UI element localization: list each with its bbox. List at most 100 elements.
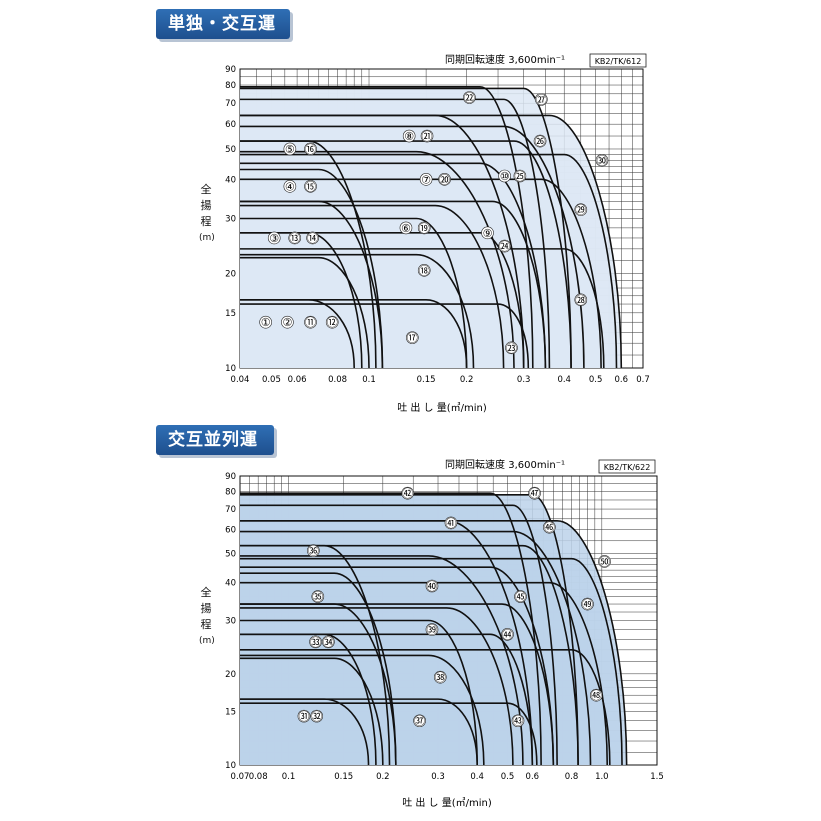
model-marker-label: ㉜ [311,710,322,723]
x-tick-label: 0.06 [288,375,307,385]
model-marker-label: ⑱ [419,264,430,277]
performance-curve [240,153,618,369]
model-marker-label: ⑪ [305,316,316,329]
model-marker-label: ㊿ [599,555,610,568]
performance-curve [240,256,370,369]
y-tick-label: 50 [225,145,236,155]
performance-curve [240,178,602,369]
y-tick-label: 10 [225,364,236,374]
model-marker-label: ㉝ [310,636,321,649]
model-marker-circle [281,315,294,329]
model-marker-circle [513,169,527,183]
model-marker-label: ㊹ [502,628,513,641]
y-tick-label: 30 [225,215,236,225]
model-marker-label: ② [282,316,292,329]
model-marker-circle [481,226,494,240]
model-marker-label: ⑬ [289,232,300,245]
performance-curve [240,654,485,766]
y-tick-label: 15 [225,309,236,319]
model-marker-circle [310,709,323,723]
x-tick-label: 0.5 [501,772,515,782]
x-tick-label: 0.7 [636,375,650,385]
model-marker-label: ㊻ [544,521,555,534]
model-marker-label: ㊲ [414,715,425,728]
model-marker-circle [297,709,311,723]
model-marker-label: ㉑ [422,130,433,143]
y-label-char: 全 [200,586,212,599]
model-marker-label: ㉙ [575,204,586,217]
x-tick-label: 0.1 [362,375,376,385]
model-marker-circle [533,134,547,148]
model-marker-label: ㉟ [312,591,323,604]
performance-curve [240,581,608,766]
x-tick-label: 1.0 [595,772,609,782]
y-tick-label: 10 [225,761,236,771]
x-tick-label: 0.3 [431,772,445,782]
chart2-model-code-box [598,459,656,474]
performance-curve [240,140,572,369]
model-marker-circle [325,315,339,329]
performance-curve [240,125,585,369]
y-tick-label: 40 [225,579,236,589]
performance-curve [240,98,551,369]
y-label-char: 程 [200,215,212,228]
model-marker-label: ㉚ [596,154,607,167]
x-tick-label: 0.3 [517,375,531,385]
model-marker-label: ㉛ [298,710,309,723]
performance-curve [240,303,530,369]
model-marker-label: ⑭ [307,232,318,245]
model-marker-circle [463,91,476,104]
model-marker-label: ㊾ [582,598,593,611]
model-marker-circle [304,315,317,329]
model-marker-circle [444,516,458,530]
x-tick-label: 0.07 [231,772,250,782]
chart1-speed-note: 同期回転速度 3,600min⁻¹ [445,53,565,66]
model-marker-circle [433,670,447,684]
model-marker-label: ⑯ [305,143,316,156]
model-marker-circle [574,203,588,217]
performance-curve [240,492,542,766]
chart2-section-title: 交互並列運転 [156,425,274,480]
model-marker-circle [304,180,317,193]
model-marker-label: ㊸ [512,715,523,728]
model-marker-label: ㊼ [529,487,540,500]
x-tick-label: 0.4 [470,772,484,782]
model-marker-label: ㉘ [575,294,586,307]
x-tick-label: 0.4 [557,375,571,385]
model-marker-label: ㉗ [536,93,547,106]
model-marker-label: ㊽ [591,689,602,702]
model-marker-label: ⑤ [285,143,295,156]
performance-curve [240,633,534,766]
model-marker-circle [283,142,297,156]
model-marker-circle [574,293,588,307]
model-marker-circle [535,93,548,106]
performance-curve [240,248,605,369]
model-marker-label: ㊳ [435,671,446,684]
performance-curve [240,607,514,766]
model-marker-circle [420,129,434,143]
model-marker-circle [595,154,609,167]
model-marker-label: ⑳ [439,173,450,186]
model-marker-label: ㉒ [464,91,475,104]
model-marker-circle [438,173,451,186]
performance-curve [240,253,475,369]
model-marker-label: ㉓ [506,342,517,355]
model-marker-circle [425,623,439,636]
chart-alternate-parallel: 同期回転速度 3,600min⁻¹ KB2/TK/622 吐 出 し 量(㎥/m… [225,458,664,809]
performance-curve [240,557,623,766]
model-marker-label: ⑲ [419,222,430,235]
chart-single-alternate: 同期回転速度 3,600min⁻¹ KB2/TK/612 吐 出 し 量(㎥/m… [225,53,650,414]
y-tick-label: 40 [225,175,236,185]
performance-curve [240,649,611,766]
model-marker-label: ㊺ [515,591,526,604]
model-marker-circle [505,341,518,355]
performance-curve [240,204,505,369]
model-marker-label: ㊷ [402,487,413,500]
y-label-char: 揚 [200,602,212,615]
x-tick-label: 0.6 [526,772,540,782]
model-marker-label: ㊴ [426,624,437,637]
y-tick-label: 90 [225,65,236,75]
y-tick-label: 20 [225,670,236,680]
performance-curve [240,162,547,369]
